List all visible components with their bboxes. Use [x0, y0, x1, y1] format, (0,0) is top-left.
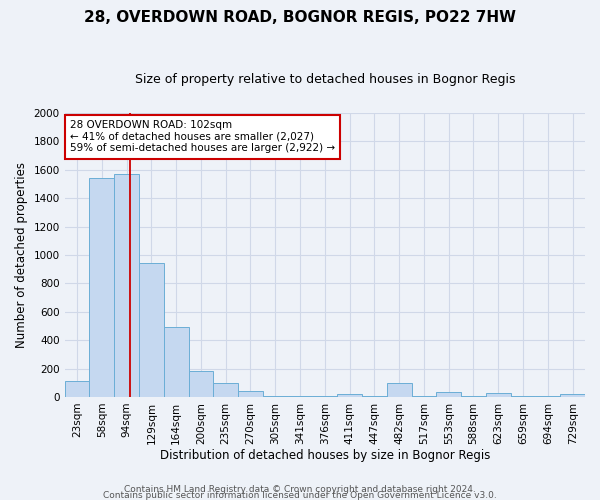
X-axis label: Distribution of detached houses by size in Bognor Regis: Distribution of detached houses by size …: [160, 450, 490, 462]
Bar: [263, 396, 287, 397]
Bar: [412, 396, 436, 397]
Bar: [362, 396, 387, 397]
Bar: [436, 392, 461, 397]
Bar: [535, 396, 560, 397]
Bar: [287, 396, 313, 397]
Bar: [164, 328, 188, 397]
Text: 28, OVERDOWN ROAD, BOGNOR REGIS, PO22 7HW: 28, OVERDOWN ROAD, BOGNOR REGIS, PO22 7H…: [84, 10, 516, 25]
Bar: [188, 370, 214, 397]
Bar: [214, 383, 238, 397]
Bar: [511, 396, 535, 397]
Bar: [65, 382, 89, 397]
Bar: [89, 178, 114, 397]
Text: 28 OVERDOWN ROAD: 102sqm
← 41% of detached houses are smaller (2,027)
59% of sem: 28 OVERDOWN ROAD: 102sqm ← 41% of detach…: [70, 120, 335, 154]
Text: Contains HM Land Registry data © Crown copyright and database right 2024.: Contains HM Land Registry data © Crown c…: [124, 484, 476, 494]
Text: Contains public sector information licensed under the Open Government Licence v3: Contains public sector information licen…: [103, 490, 497, 500]
Y-axis label: Number of detached properties: Number of detached properties: [15, 162, 28, 348]
Bar: [238, 392, 263, 397]
Bar: [560, 394, 585, 397]
Bar: [387, 383, 412, 397]
Bar: [337, 394, 362, 397]
Bar: [486, 392, 511, 397]
Bar: [461, 396, 486, 397]
Bar: [139, 263, 164, 397]
Title: Size of property relative to detached houses in Bognor Regis: Size of property relative to detached ho…: [134, 72, 515, 86]
Bar: [114, 174, 139, 397]
Bar: [313, 396, 337, 397]
